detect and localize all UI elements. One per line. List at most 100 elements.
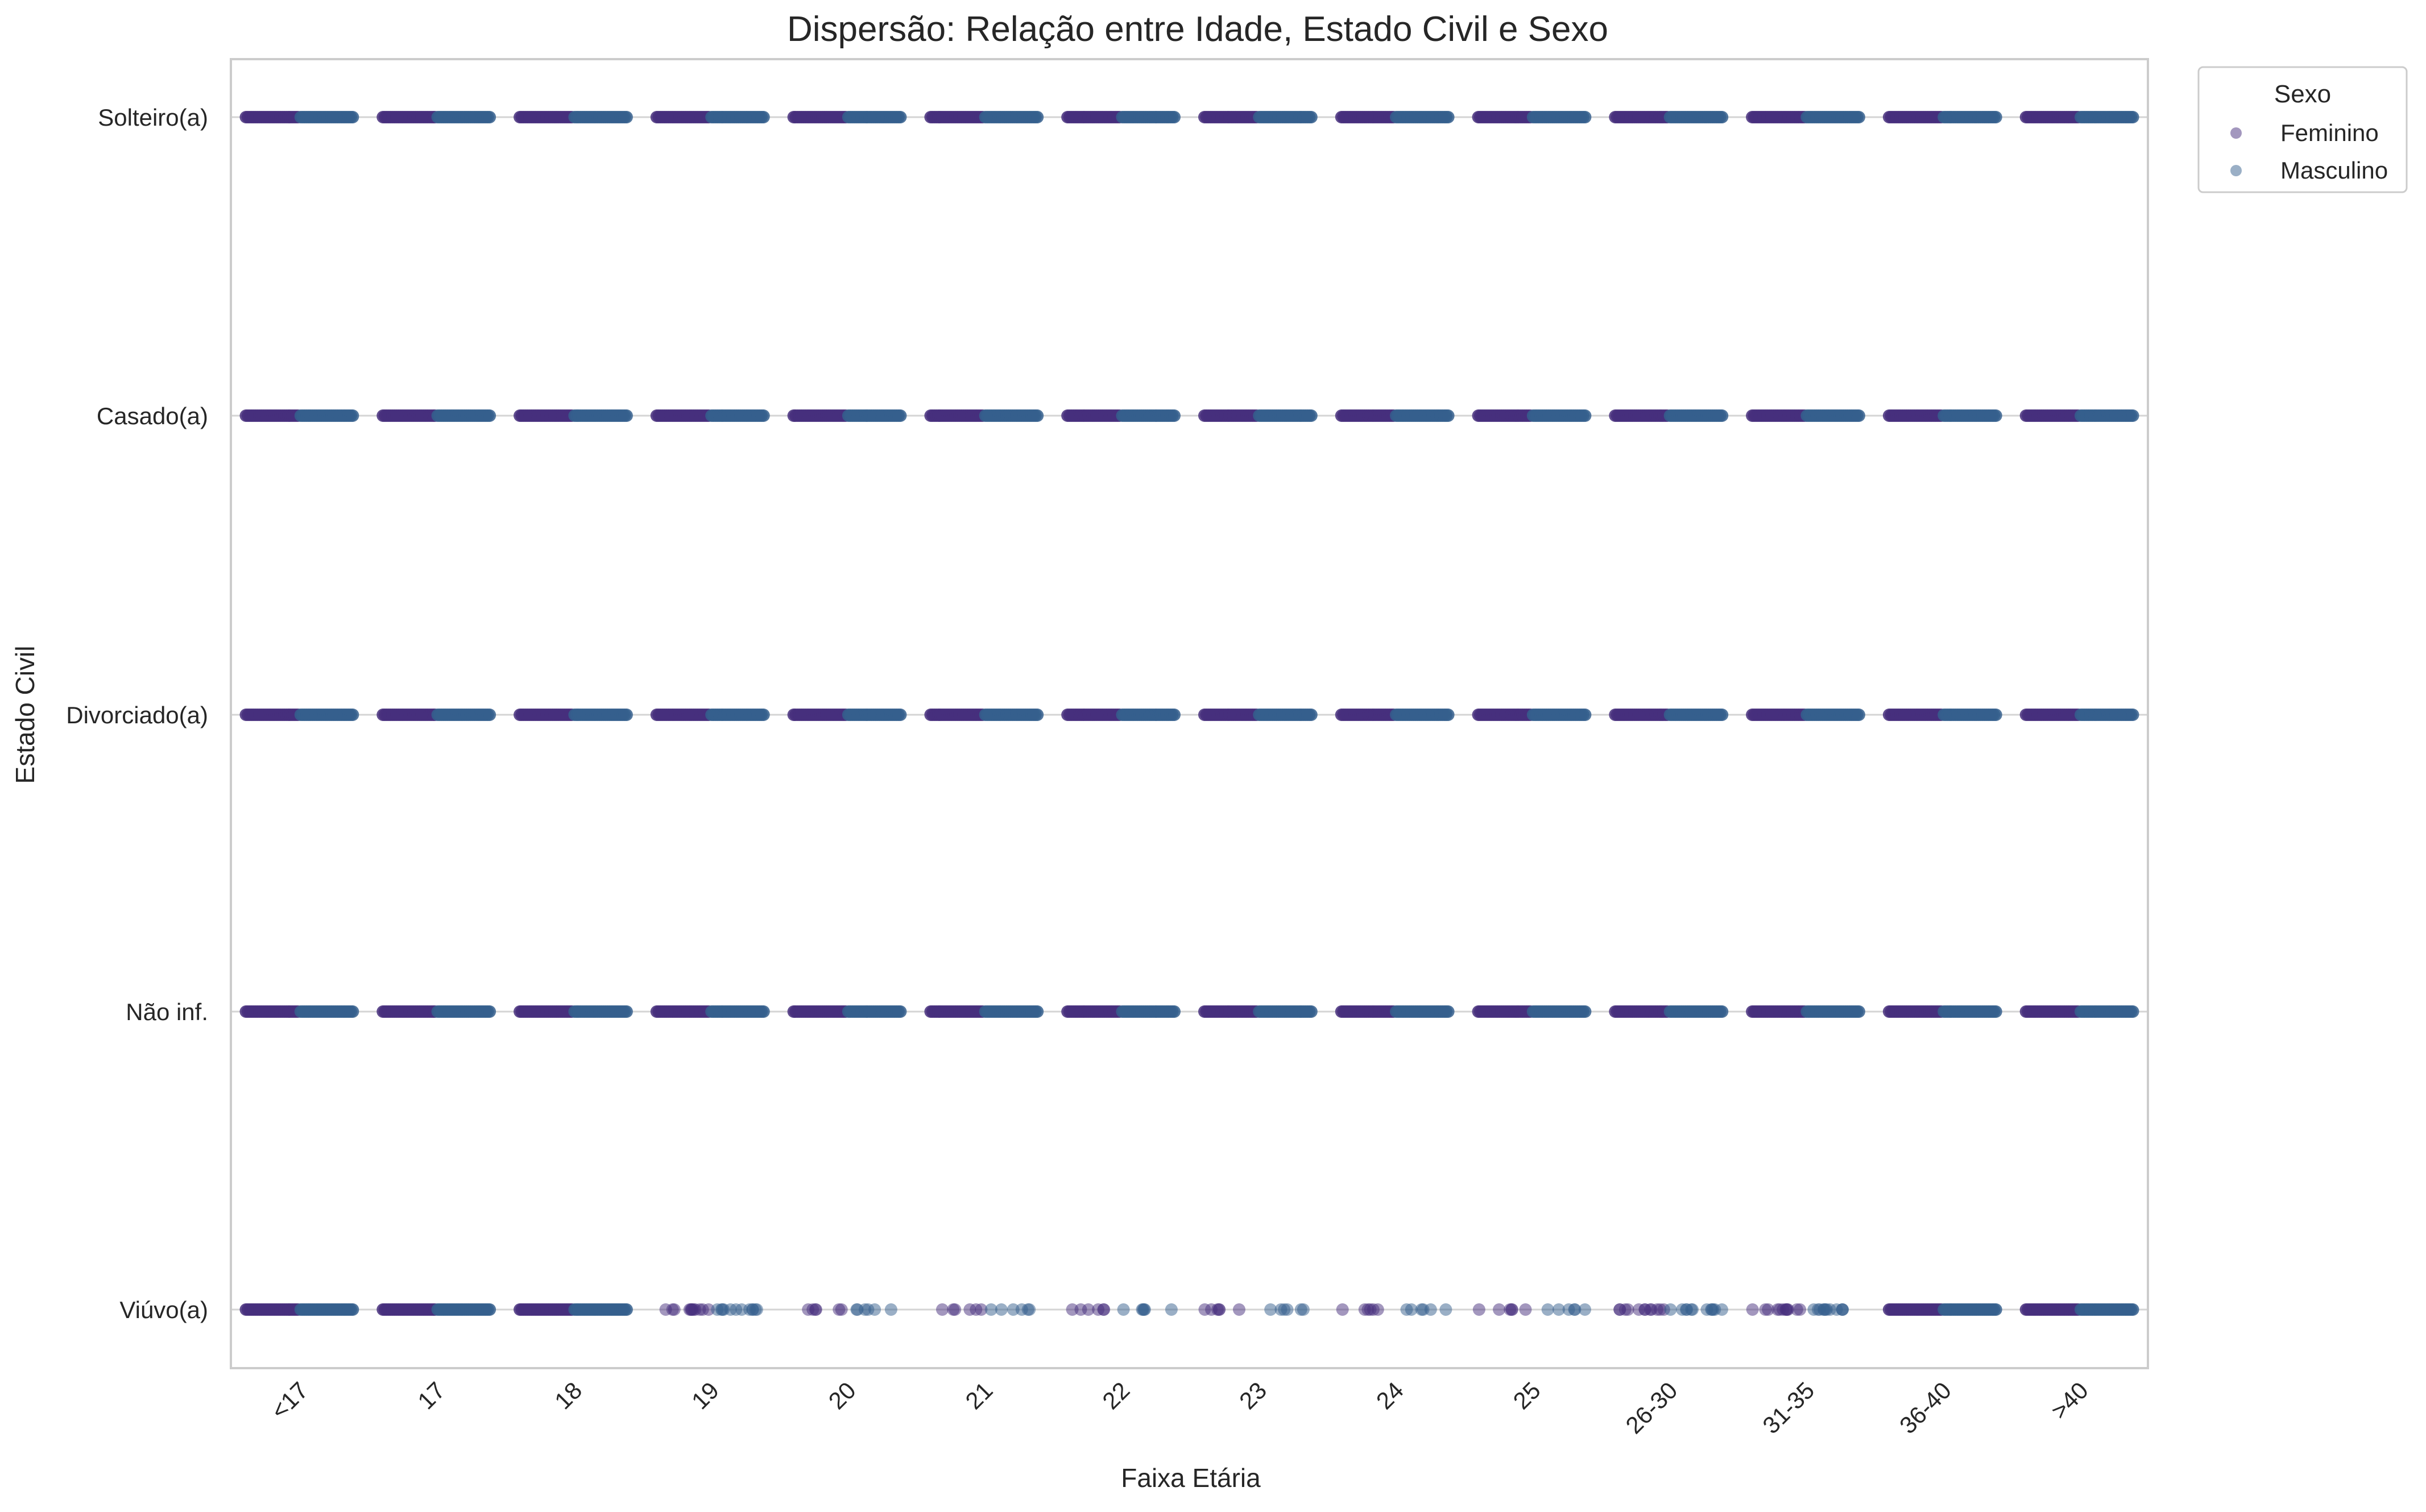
data-point [1031, 1005, 1044, 1018]
data-point [659, 1303, 672, 1316]
data-point [757, 111, 770, 123]
data-point [1989, 111, 2002, 123]
point-cluster-feminino [924, 111, 989, 123]
point-cluster-masculino [1526, 1005, 1592, 1018]
data-point [1836, 1303, 1849, 1316]
data-point [1074, 1303, 1087, 1316]
point-cluster-feminino [1882, 111, 1948, 123]
point-cluster-masculino [431, 111, 496, 123]
point-cluster-masculino [1116, 111, 1181, 123]
data-point [757, 709, 770, 721]
data-point [2126, 1005, 2139, 1018]
data-point [1442, 111, 1455, 123]
point-cluster-masculino [568, 709, 633, 721]
data-point [1168, 111, 1181, 123]
data-point [1852, 409, 1865, 422]
point-cluster-feminino [1061, 1005, 1126, 1018]
point-cluster-feminino [1335, 709, 1400, 721]
point-cluster-feminino [1198, 1303, 1245, 1316]
data-point [894, 709, 907, 721]
data-point [1031, 709, 1044, 721]
point-cluster-masculino [1938, 409, 2002, 422]
point-cluster-masculino [1116, 709, 1181, 721]
point-cluster-masculino [1664, 1303, 1728, 1316]
point-cluster-masculino [568, 111, 633, 123]
data-point [884, 1303, 897, 1316]
point-cluster-masculino [1541, 1303, 1591, 1316]
data-point [1989, 1303, 2002, 1316]
data-point [346, 409, 359, 422]
point-cluster-masculino [842, 409, 907, 422]
legend-marker [2230, 165, 2242, 176]
point-cluster-masculino [705, 111, 770, 123]
y-tick-label: Não inf. [126, 999, 208, 1025]
point-cluster-masculino [1390, 709, 1455, 721]
data-point [1794, 1303, 1807, 1316]
point-cluster-masculino [1253, 709, 1318, 721]
point-cluster-masculino [294, 1005, 359, 1018]
point-cluster-masculino [1663, 709, 1729, 721]
point-cluster-feminino [239, 111, 304, 123]
data-point [809, 1303, 822, 1316]
point-cluster-feminino [1335, 1005, 1400, 1018]
data-point [1168, 709, 1181, 721]
x-axis-label: Faixa Etária [1121, 1463, 1261, 1493]
chart-title: Dispersão: Relação entre Idade, Estado C… [787, 10, 1608, 49]
data-point [1031, 409, 1044, 422]
data-point [1442, 409, 1455, 422]
point-cluster-feminino [1198, 1005, 1263, 1018]
data-point [1541, 1303, 1554, 1316]
data-point [1579, 409, 1592, 422]
data-point [1264, 1303, 1277, 1316]
point-cluster-masculino [1800, 709, 1865, 721]
data-point [1579, 1303, 1591, 1316]
data-point [1771, 1303, 1784, 1316]
point-cluster-feminino [239, 409, 304, 422]
point-cluster-masculino [568, 1005, 633, 1018]
data-point [1579, 111, 1592, 123]
point-cluster-masculino [1526, 409, 1592, 422]
point-cluster-masculino [711, 1303, 763, 1316]
data-point [2126, 409, 2139, 422]
point-cluster-masculino [1663, 1005, 1729, 1018]
data-point [1442, 709, 1455, 721]
y-tick-label: Solteiro(a) [98, 104, 208, 131]
point-cluster-masculino [2075, 111, 2139, 123]
data-point [1705, 1303, 1718, 1316]
data-point [346, 1005, 359, 1018]
data-point [1168, 409, 1181, 422]
data-point [1015, 1303, 1028, 1316]
point-cluster-feminino [1746, 1303, 1807, 1316]
data-point [1505, 1303, 1518, 1316]
point-cluster-masculino [1253, 111, 1318, 123]
data-point [620, 709, 633, 721]
data-point [620, 1005, 633, 1018]
data-point [724, 1303, 737, 1316]
point-cluster-masculino [979, 409, 1044, 422]
point-cluster-masculino [1117, 1303, 1178, 1316]
point-cluster-feminino [1609, 111, 1674, 123]
legend-marker [2230, 127, 2242, 139]
data-point [1579, 1005, 1592, 1018]
plot-area [231, 111, 2148, 1316]
point-cluster-masculino [1800, 1005, 1865, 1018]
point-cluster-masculino [568, 1303, 633, 1316]
point-cluster-masculino [1400, 1303, 1452, 1316]
point-cluster-feminino [1609, 409, 1674, 422]
point-cluster-masculino [1264, 1303, 1310, 1316]
data-point [1716, 111, 1729, 123]
data-point [1442, 1005, 1455, 1018]
point-cluster-masculino [1526, 111, 1592, 123]
point-cluster-masculino [294, 709, 359, 721]
data-point [483, 709, 496, 721]
point-cluster-feminino [650, 111, 715, 123]
data-point [1989, 1005, 2002, 1018]
point-cluster-feminino [1882, 1303, 1948, 1316]
point-cluster-feminino [659, 1303, 715, 1316]
point-cluster-feminino [514, 1005, 578, 1018]
data-point [1168, 1005, 1181, 1018]
point-cluster-feminino [239, 1005, 304, 1018]
